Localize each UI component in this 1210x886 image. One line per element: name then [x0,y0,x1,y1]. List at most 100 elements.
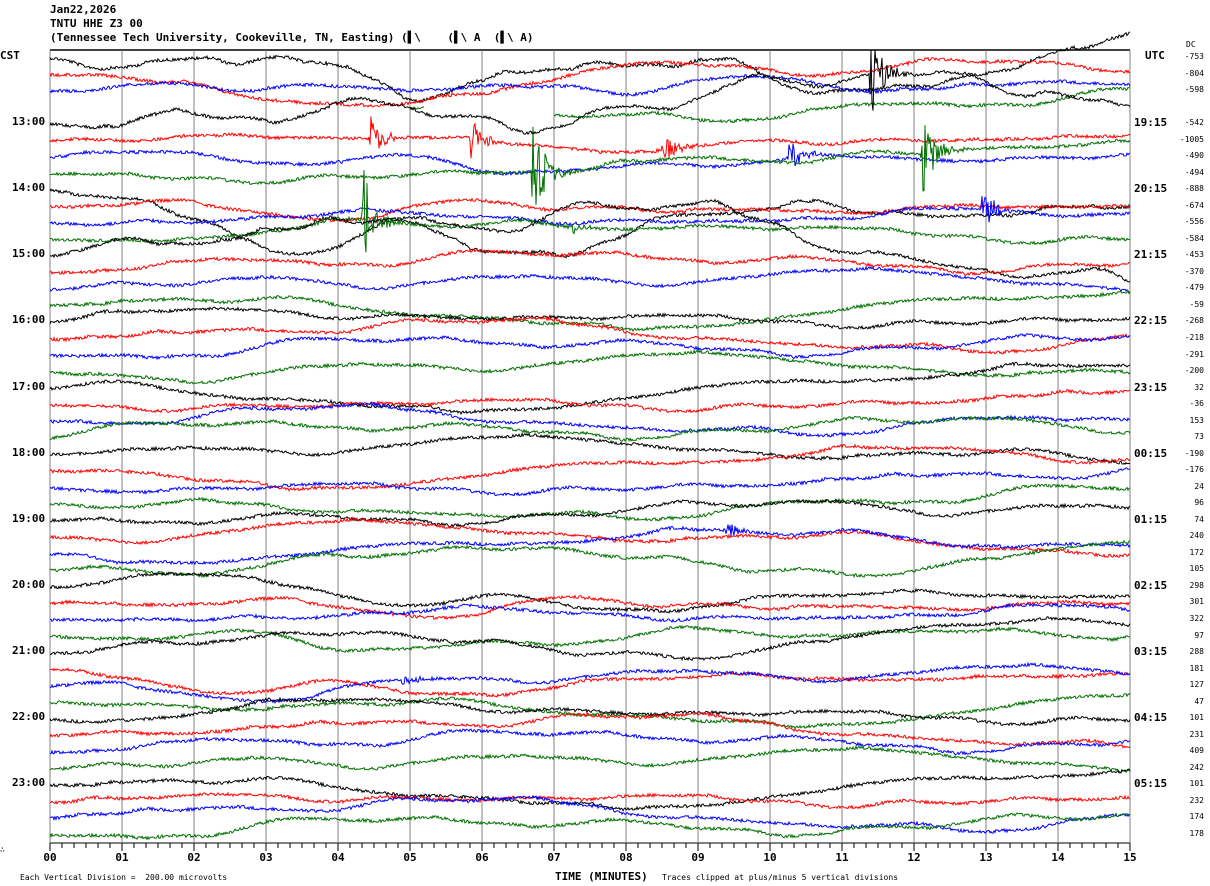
utc-hour-label: 05:15 [1134,777,1168,791]
dc-offset: 172 [1189,547,1204,557]
dc-offset: -176 [1184,465,1204,475]
clip-note: Traces clipped at plus/minus 5 vertical … [662,873,899,882]
dc-offset: -268 [1184,316,1204,326]
dc-offset: -490 [1184,151,1204,161]
trace-row-31 [49,539,1131,579]
dc-offset: 298 [1189,580,1204,590]
dc-offset: -753 [1184,52,1204,61]
dc-offset: 232 [1189,795,1204,805]
trace-row-26 [49,467,1131,497]
trace-row-29 [49,516,1131,559]
dc-offset: 127 [1189,680,1204,690]
trace-row-25 [49,443,1131,492]
dc-offset: 181 [1189,663,1204,673]
dc-offset: 101 [1189,713,1204,723]
dc-offset: 73 [1194,432,1204,442]
utc-hour-label: 00:15 [1134,446,1168,460]
cst-hour-label: 20:00 [12,577,46,591]
trace-row-44 [49,768,1131,812]
trace-row-1 [49,56,1131,108]
dc-offset: -598 [1184,85,1204,95]
x-tick-label: 02 [187,851,200,864]
dc-offset: 322 [1189,614,1204,624]
trace-row-15 [49,290,1131,333]
cst-hour-label: 14:00 [12,181,46,195]
x-tick-label: 07 [547,851,560,864]
dc-offset: 101 [1189,779,1204,789]
trace-row-13 [49,248,1131,277]
trace-row-24 [49,431,1131,465]
scale-note: Each Vertical Division = 200.00 microvol… [20,873,228,882]
dc-offset: -59 [1189,299,1204,309]
dc-offset: 288 [1189,647,1204,657]
dc-offset: -370 [1184,266,1204,276]
trace-row-45 [49,791,1131,810]
trace-row-30 [49,524,1131,566]
utc-hour-label: 03:15 [1134,645,1168,659]
trace-row-21 [49,389,1131,414]
trace-row-27 [49,483,1131,522]
trace-row-42 [49,728,1131,756]
utc-hour-label: 04:15 [1134,711,1168,725]
trace-row-32 [49,571,1131,614]
trace-row-43 [49,744,1131,774]
x-tick-label: 11 [835,851,849,864]
trace-row-33 [49,594,1131,621]
x-tick-label: 15 [1123,851,1136,864]
x-tick-label: 05 [403,851,416,864]
x-tick-label: 04 [331,851,345,864]
utc-hour-label: 23:15 [1134,380,1168,394]
dc-offset: -584 [1184,233,1204,243]
dc-offset: -556 [1184,217,1204,227]
trace-row-4 [49,49,1131,136]
dc-offset: -36 [1189,399,1204,409]
x-tick-label: 12 [907,851,920,864]
dc-offset: -494 [1184,167,1204,177]
dc-offset: -453 [1184,250,1204,260]
trace-row-6 [49,143,1131,176]
dc-offset: 24 [1194,481,1204,491]
cst-hour-label: 13:00 [12,115,46,129]
trace-row-37 [49,667,1131,698]
trace-row-16 [49,306,1131,330]
dc-offset: -291 [1184,349,1204,359]
dc-offset: 240 [1189,531,1204,541]
utc-hour-label: 01:15 [1134,512,1168,526]
utc-label: UTC [1145,49,1165,62]
cst-hour-label: 18:00 [12,445,46,459]
dc-offset: 32 [1194,382,1204,392]
dc-label: DC [1186,40,1196,49]
dc-offset: -200 [1184,366,1204,376]
trace-row-46 [49,794,1131,834]
dc-offset: 178 [1189,828,1204,838]
dc-offset: -190 [1184,448,1204,458]
trace-row-40 [49,696,1131,727]
cst-label: CST [0,49,20,62]
trace-row-7 [49,125,1131,205]
dc-offset: 242 [1189,762,1204,772]
trace-row-23 [49,415,1131,443]
date-label: Jan22,2026 [50,3,117,16]
cst-hour-label: 15:00 [12,247,46,261]
x-tick-label: 10 [763,851,776,864]
cst-hour-label: 16:00 [12,313,46,327]
cst-hour-label: 23:00 [12,776,46,790]
dc-offset: 96 [1194,498,1204,508]
utc-hour-label: 19:15 [1134,116,1168,130]
trace-row-22 [49,401,1131,438]
trace-row-35 [49,624,1131,653]
dc-offset: 409 [1189,746,1204,756]
x-tick-label: 08 [619,851,632,864]
cst-hour-label: 22:00 [12,710,46,724]
dc-offset: 105 [1189,564,1204,574]
trace-row-47 [49,812,1131,841]
dc-offset: 97 [1194,630,1204,640]
utc-hour-label: 02:15 [1134,578,1168,592]
dc-offset: -542 [1184,118,1204,128]
trace-row-0 [49,31,1131,104]
x-tick-label: 09 [691,851,704,864]
utc-hour-label: 21:15 [1134,248,1168,262]
dc-offset: -218 [1184,333,1204,342]
trace-row-14 [49,265,1131,294]
dc-offset: 47 [1194,696,1204,706]
